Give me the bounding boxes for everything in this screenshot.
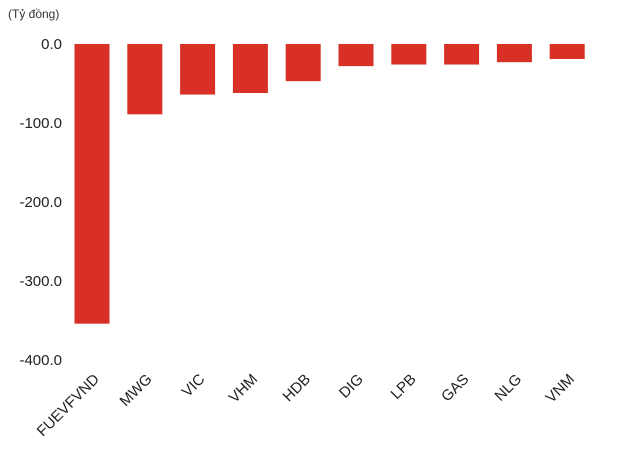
bar-fuevfvnd bbox=[74, 44, 110, 324]
x-tick-label: NLG bbox=[491, 371, 525, 405]
bar-vhm bbox=[232, 44, 268, 93]
bar-vnm bbox=[549, 44, 585, 60]
y-tick-label: 0.0 bbox=[41, 36, 62, 53]
y-tick-label: -100.0 bbox=[19, 115, 62, 132]
bar-nlg bbox=[496, 44, 532, 63]
x-tick-label: MWG bbox=[117, 371, 156, 410]
bars-group bbox=[74, 44, 585, 324]
x-tick-label: VIC bbox=[179, 371, 209, 401]
x-axis: FUEVFVND MWG VIC VHM HDB DIG LPB GAS NLG VNM bbox=[34, 371, 578, 440]
bar-gas bbox=[444, 44, 480, 65]
x-tick-label: LPB bbox=[388, 371, 420, 403]
x-tick-label: GAS bbox=[438, 371, 472, 405]
bar-lpb bbox=[391, 44, 427, 65]
bar-hdb bbox=[285, 44, 321, 82]
bar-vic bbox=[180, 44, 216, 95]
x-tick-label: VNM bbox=[542, 371, 578, 407]
y-axis: 0.0 -100.0 -200.0 -300.0 -400.0 bbox=[19, 36, 62, 369]
y-tick-label: -300.0 bbox=[19, 273, 62, 290]
y-tick-label: -200.0 bbox=[19, 194, 62, 211]
x-tick-label: DIG bbox=[336, 371, 367, 402]
unit-label: (Tỷ đồng) bbox=[8, 7, 59, 21]
bar-mwg bbox=[127, 44, 163, 115]
x-tick-label: VHM bbox=[226, 371, 262, 407]
bar-dig bbox=[338, 44, 374, 67]
x-tick-label: HDB bbox=[280, 371, 314, 405]
x-tick-label: FUEVFVND bbox=[34, 371, 103, 440]
y-tick-label: -400.0 bbox=[19, 352, 62, 369]
